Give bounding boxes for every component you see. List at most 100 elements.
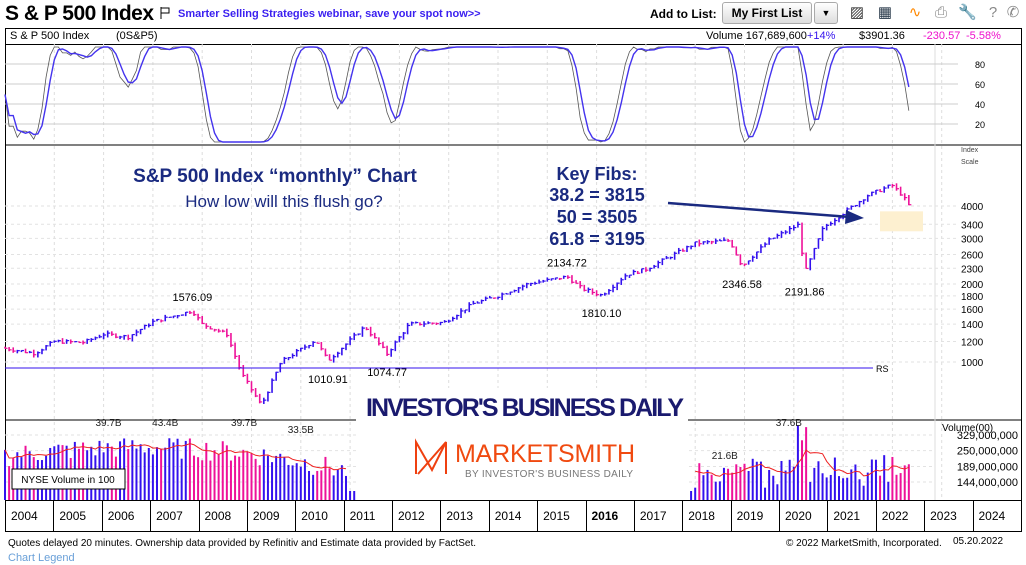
fib-arrow-head [845, 210, 864, 224]
volume-moving-average [695, 449, 910, 477]
price-tick-label: 3400 [961, 220, 984, 231]
fib-level: 50 = 3505 [557, 207, 638, 227]
security-symbol: (0S&P5) [116, 30, 158, 42]
oscillator-tick: 60 [975, 80, 985, 90]
year-label: 2004 [6, 501, 55, 531]
year-label: 2023 [925, 501, 974, 531]
volume-label: 39.7B [95, 418, 121, 429]
webinar-promo-link[interactable]: Smarter Selling Strategies webinar, save… [178, 8, 481, 20]
list-select-button[interactable]: My First List [722, 2, 812, 24]
volume-tick-label: 250,000,000 [957, 446, 1018, 458]
security-name: S & P 500 Index [10, 30, 90, 42]
year-label: 2009 [248, 501, 297, 531]
ibd-logo: INVESTOR'S BUSINESS DAILY [366, 394, 684, 422]
fib-zone [880, 211, 923, 232]
layout-grid-icon[interactable]: ▦ [877, 4, 893, 21]
year-label: 2011 [345, 501, 393, 531]
year-label: 2018 [683, 501, 732, 531]
overlay-subtitle: How low will this flush go? [185, 192, 382, 211]
price-annotation: 2191.86 [785, 287, 825, 299]
year-label: 2022 [877, 501, 926, 531]
fib-level: 38.2 = 3815 [549, 185, 645, 205]
oscillator-tick: 20 [975, 120, 985, 130]
disclaimer: Quotes delayed 20 minutes. Ownership dat… [8, 538, 477, 549]
chart-legend-link[interactable]: Chart Legend [8, 552, 75, 564]
price-tick-label: 2000 [961, 280, 984, 291]
volume-tick-label: 189,000,000 [957, 462, 1018, 474]
marketsmith-logo: MARKETSMITH [455, 440, 635, 468]
year-label: 2012 [393, 501, 442, 531]
price-axis-title: Scale [961, 159, 979, 166]
oscillator-tick: 80 [975, 60, 985, 70]
price-axis-title: Index [961, 147, 979, 154]
year-label: 2021 [828, 501, 877, 531]
chart-icon[interactable]: ▨ [849, 4, 865, 21]
year-label: 2019 [732, 501, 780, 531]
year-label: 2017 [635, 501, 684, 531]
volume-label: 21.6B [712, 451, 738, 462]
oscillator-fast-line [4, 46, 910, 143]
fib-level: 61.8 = 3195 [549, 229, 645, 249]
price-tick-label: 2600 [961, 250, 984, 261]
volume-label: 39.7B [231, 418, 257, 429]
logo-background [356, 388, 688, 500]
price-annotation: 1810.10 [582, 308, 622, 320]
volume-label: 37.6B [776, 418, 802, 429]
flag-icon[interactable] [160, 7, 170, 19]
year-label: 2008 [200, 501, 248, 531]
year-label: 2016 [587, 501, 635, 531]
price-annotation: 1576.09 [172, 292, 212, 304]
volume-change: +14% [807, 30, 836, 42]
volume-moving-average [4, 443, 347, 471]
price-change: -230.57 [923, 30, 961, 42]
year-label: 2020 [780, 501, 829, 531]
phone-icon[interactable]: ✆ [1006, 4, 1020, 21]
add-to-list-label: Add to List: [650, 7, 717, 21]
volume-value: Volume 167,689,600 [706, 30, 807, 42]
help-icon[interactable]: ? [988, 4, 998, 21]
price-annotation: 1010.91 [308, 374, 348, 386]
price-annotation: 1074.77 [367, 367, 407, 379]
price-tick-label: 1800 [961, 292, 984, 303]
year-label: 2024 [978, 509, 1006, 523]
volume-legend-box [11, 468, 126, 490]
overlay-title: S&P 500 Index “monthly” Chart [133, 166, 417, 187]
info-bar: S & P 500 Index (0S&P5) Volume 167,689,6… [5, 28, 1022, 45]
wrench-icon[interactable]: 🔧 [958, 4, 977, 21]
page-title: S & P 500 Index [5, 2, 154, 25]
year-label: 2013 [441, 501, 490, 531]
fibs-title: Key Fibs: [556, 164, 637, 184]
price-change-pct: -5.58% [966, 30, 1001, 42]
volume-label: 33.5B [288, 425, 314, 436]
caret-down-icon[interactable]: ▼ [814, 2, 838, 24]
marketsmith-logo-mark [415, 438, 447, 475]
year-label: 2015 [538, 501, 587, 531]
volume-legend: NYSE Volume in 100 [21, 475, 115, 486]
price-tick-label: 1600 [961, 305, 984, 316]
year-label: 2006 [103, 501, 152, 531]
year-label: 2010 [296, 501, 345, 531]
price-tick-label: 1400 [961, 320, 984, 331]
printer-icon[interactable]: ⎙ [934, 4, 947, 21]
volume-label: 43.4B [152, 418, 178, 429]
price-value: $3901.36 [859, 30, 905, 42]
year-label: 2007 [151, 501, 200, 531]
price-tick-label: 3000 [961, 234, 984, 245]
fib-arrow-line [667, 201, 851, 219]
year-label: 2014 [490, 501, 539, 531]
oscillator-slow-line [4, 46, 910, 143]
chart-date: 05.20.2022 [953, 536, 1004, 547]
price-tick-label: 1200 [961, 337, 984, 348]
volume-tick-label: 329,000,000 [957, 430, 1018, 442]
marketsmith-tagline: BY INVESTOR'S BUSINESS DAILY [465, 469, 633, 480]
volume-tick-label: 144,000,000 [957, 477, 1018, 489]
year-label: 2005 [54, 501, 103, 531]
time-axis: 2004 2005 2006 2007 2008 2009 2010 2011 2012 2013… [5, 500, 1022, 532]
price-tick-label: 4000 [961, 202, 984, 213]
price-tick-label: 1000 [961, 358, 984, 369]
line-chart-icon[interactable]: ∿ [908, 4, 922, 21]
price-tick-label: 2300 [961, 264, 984, 275]
price-annotation: 2134.72 [547, 258, 587, 270]
